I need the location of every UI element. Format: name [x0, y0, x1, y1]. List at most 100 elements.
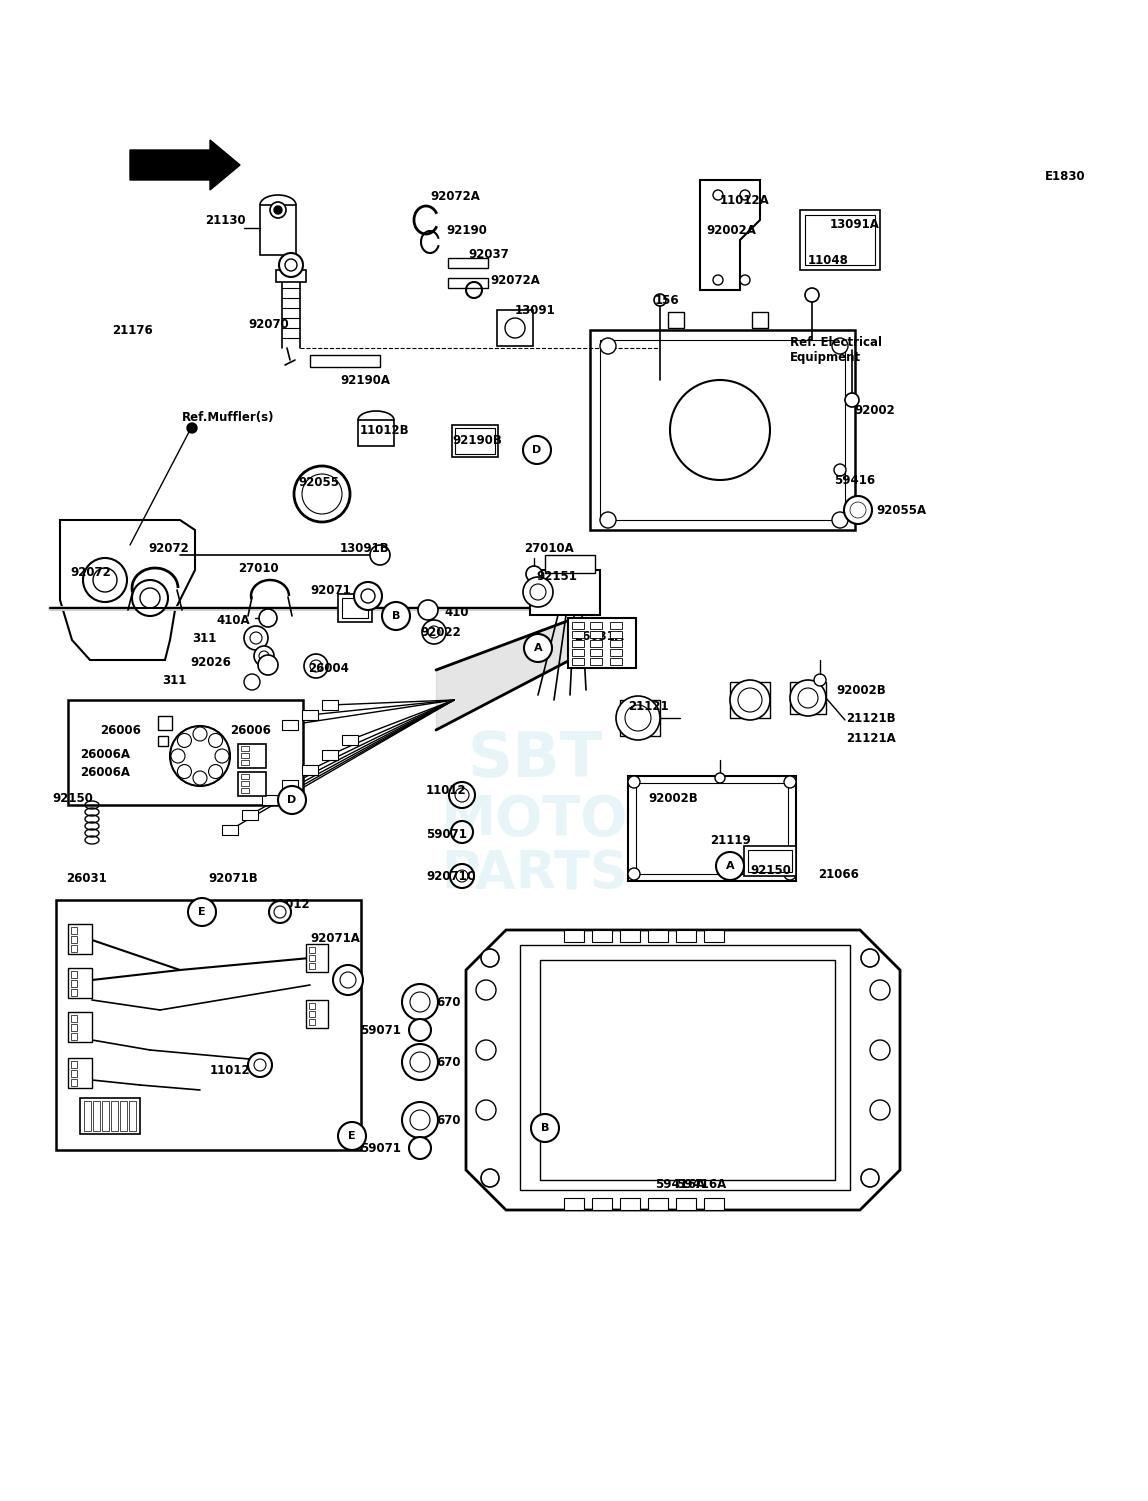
Bar	[302, 710, 318, 720]
Bar	[497, 311, 533, 347]
Bar	[647, 931, 668, 943]
Bar	[310, 356, 380, 368]
Circle shape	[850, 501, 866, 518]
Circle shape	[410, 992, 430, 1012]
Text: 156: 156	[656, 294, 680, 306]
Bar	[68, 925, 92, 955]
Bar	[93, 1102, 100, 1130]
Bar	[676, 1198, 696, 1210]
Text: 92037: 92037	[468, 249, 509, 261]
Bar	[309, 964, 315, 970]
Bar	[102, 1102, 109, 1130]
Bar	[71, 946, 77, 952]
Circle shape	[410, 1111, 430, 1130]
Bar	[71, 1070, 77, 1078]
Text: 92150: 92150	[52, 791, 93, 805]
Circle shape	[523, 435, 551, 464]
Bar	[241, 746, 249, 750]
Bar	[600, 341, 845, 519]
Circle shape	[310, 660, 321, 672]
Polygon shape	[466, 931, 900, 1210]
Bar	[748, 850, 792, 872]
Circle shape	[409, 1136, 430, 1159]
Circle shape	[259, 609, 277, 627]
Text: 21176: 21176	[113, 324, 153, 336]
Circle shape	[187, 423, 197, 432]
Bar	[68, 1058, 92, 1088]
Bar	[592, 931, 612, 943]
Bar	[309, 947, 315, 953]
Text: 26006A: 26006A	[80, 747, 130, 761]
Bar	[307, 944, 328, 973]
Circle shape	[832, 512, 848, 528]
Circle shape	[476, 1040, 496, 1060]
Circle shape	[360, 588, 375, 603]
Bar	[610, 639, 622, 647]
Text: 92072: 92072	[148, 542, 188, 554]
Text: 21130: 21130	[205, 213, 246, 227]
Text: 21121A: 21121A	[846, 731, 895, 744]
Bar	[262, 796, 278, 805]
Bar	[158, 716, 172, 729]
Bar	[71, 1033, 77, 1040]
Circle shape	[530, 584, 546, 600]
Text: 92190: 92190	[447, 224, 487, 237]
Circle shape	[418, 600, 439, 620]
Circle shape	[215, 749, 228, 763]
Text: PARTS: PARTS	[442, 850, 628, 901]
Bar	[610, 648, 622, 656]
Circle shape	[259, 651, 269, 660]
Bar	[620, 931, 639, 943]
Circle shape	[738, 687, 762, 711]
Bar	[610, 630, 622, 638]
Bar	[590, 630, 602, 638]
Circle shape	[790, 680, 827, 716]
Circle shape	[140, 588, 160, 608]
Bar	[540, 961, 835, 1180]
Text: 670: 670	[436, 1055, 460, 1069]
Bar	[590, 639, 602, 647]
Text: 59071: 59071	[360, 1141, 401, 1154]
Text: 92072A: 92072A	[430, 189, 480, 203]
Text: 92055A: 92055A	[876, 503, 926, 516]
Bar	[704, 931, 724, 943]
Bar	[282, 781, 298, 790]
Circle shape	[402, 1102, 439, 1138]
Text: 92072: 92072	[70, 566, 110, 578]
Text: 21119: 21119	[709, 833, 751, 847]
Circle shape	[248, 1054, 272, 1078]
Text: 92190B: 92190B	[452, 434, 502, 446]
Bar	[530, 570, 600, 615]
Bar	[241, 754, 249, 758]
Bar	[676, 931, 696, 943]
Circle shape	[870, 1100, 890, 1120]
Circle shape	[455, 788, 470, 802]
Text: 27010: 27010	[238, 561, 279, 575]
Text: 92151: 92151	[536, 569, 577, 582]
Bar	[592, 1198, 612, 1210]
Circle shape	[670, 380, 770, 480]
Bar	[71, 1079, 77, 1087]
Bar	[321, 699, 338, 710]
Circle shape	[269, 901, 290, 923]
Circle shape	[402, 1045, 439, 1081]
Bar	[520, 946, 850, 1190]
Circle shape	[600, 512, 616, 528]
Bar	[309, 955, 315, 961]
Text: 92190A: 92190A	[340, 374, 390, 386]
Bar	[80, 1099, 140, 1133]
Bar	[111, 1102, 118, 1130]
Bar	[572, 630, 584, 638]
Text: 92070: 92070	[248, 318, 289, 332]
Polygon shape	[60, 519, 195, 660]
Bar	[564, 931, 584, 943]
Text: 26031A: 26031A	[574, 629, 623, 642]
Bar	[590, 648, 602, 656]
Bar	[309, 1019, 315, 1025]
Bar	[238, 744, 266, 769]
Text: 27010A: 27010A	[523, 542, 574, 554]
Bar	[610, 657, 622, 665]
Circle shape	[171, 749, 185, 763]
Text: 92071: 92071	[310, 584, 351, 596]
Bar	[590, 657, 602, 665]
